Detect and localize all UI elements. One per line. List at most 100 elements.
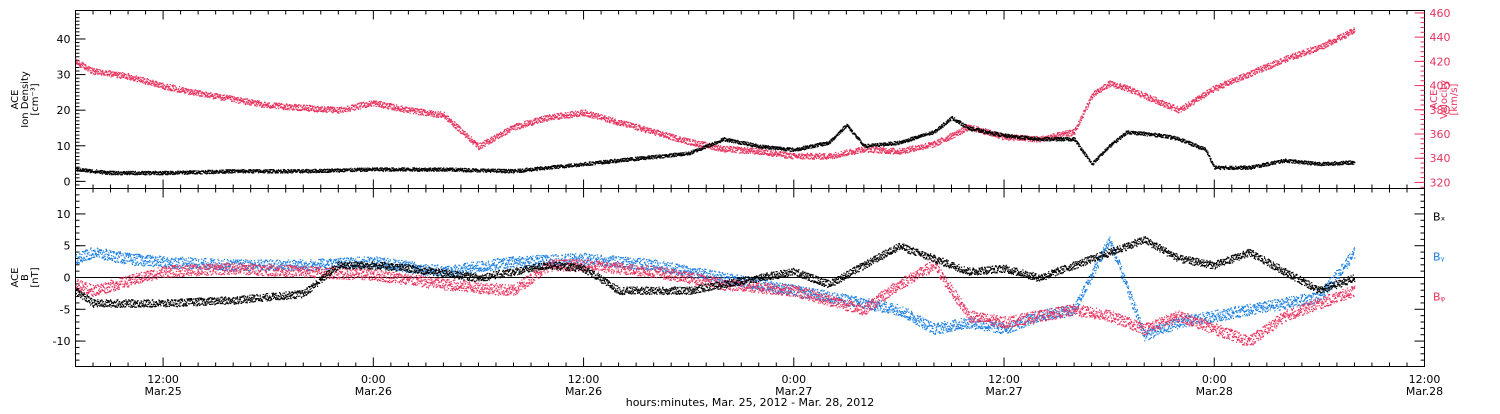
velocity-series-point: [518, 123, 519, 124]
velocity-series-point: [350, 110, 351, 111]
velocity-series-point: [585, 110, 586, 111]
velocity-series-point: [576, 113, 577, 114]
velocity-series-point: [190, 92, 191, 93]
velocity-series-point: [339, 109, 340, 110]
velocity-series-point: [346, 111, 347, 112]
velocity-series-point: [547, 121, 548, 122]
velocity-series-point: [670, 139, 671, 140]
velocity-series-point: [528, 122, 529, 123]
velocity-series-point: [773, 150, 774, 151]
velocity-series-point: [463, 134, 464, 135]
velocity-series-point: [676, 135, 677, 136]
velocity-series-point: [641, 131, 642, 132]
velocity-series-point: [384, 103, 385, 104]
velocity-series-point: [558, 114, 559, 115]
velocity-series-point: [628, 122, 629, 123]
velocity-series-point: [683, 137, 684, 138]
velocity-series-point: [110, 71, 111, 72]
velocity-series-point: [95, 73, 96, 74]
velocity-series-point: [448, 116, 449, 117]
velocity-series-point: [750, 153, 751, 154]
velocity-series-point: [591, 111, 592, 112]
velocity-series-point: [165, 89, 166, 90]
velocity-series-point: [643, 130, 644, 131]
velocity-series-point: [498, 138, 499, 139]
velocity-series-point: [264, 107, 265, 108]
velocity-series-point: [732, 152, 733, 153]
velocity-series-point: [554, 119, 555, 120]
velocity-series-point: [248, 103, 249, 104]
velocity-series-point: [594, 116, 595, 117]
velocity-series-point: [371, 105, 372, 106]
velocity-series-point: [463, 133, 464, 134]
velocity-series-point: [622, 121, 623, 122]
velocity-series-point: [572, 117, 573, 118]
velocity-series-point: [734, 152, 735, 153]
velocity-series-point: [672, 137, 673, 138]
velocity-series-point: [365, 102, 366, 103]
velocity-series-point: [625, 121, 626, 122]
velocity-series-point: [140, 77, 141, 78]
velocity-series-point: [567, 112, 568, 113]
velocity-series-point: [200, 91, 201, 92]
velocity-series-point: [81, 64, 82, 65]
velocity-series-point: [757, 153, 758, 154]
velocity-series-point: [427, 111, 428, 112]
velocity-series-point: [376, 101, 377, 102]
velocity-series-point: [187, 91, 188, 92]
velocity-series-point: [714, 148, 715, 149]
velocity-series-point: [627, 125, 628, 126]
velocity-series-point: [170, 84, 171, 85]
velocity-series-point: [584, 112, 585, 113]
velocity-series-point: [541, 122, 542, 123]
velocity-series-point: [314, 106, 315, 107]
velocity-series-point: [176, 87, 177, 88]
velocity-series-point: [698, 143, 699, 144]
velocity-series-point: [401, 105, 402, 106]
velocity-series-point: [678, 141, 679, 142]
velocity-series-point: [582, 110, 583, 111]
velocity-series-point: [382, 106, 383, 107]
velocity-series-point: [354, 106, 355, 107]
velocity-series-point: [225, 99, 226, 100]
velocity-series-point: [465, 131, 466, 132]
velocity-series-point: [155, 81, 156, 82]
velocity-series-point: [685, 138, 686, 139]
velocity-series-point: [224, 94, 225, 95]
velocity-series-point: [570, 117, 571, 118]
velocity-series-point: [337, 110, 338, 111]
velocity-series-point: [189, 94, 190, 95]
velocity-series-point: [521, 123, 522, 124]
velocity-series-point: [260, 104, 261, 105]
velocity-series-point: [548, 120, 549, 121]
velocity-series-point: [192, 93, 193, 94]
velocity-series-point: [193, 95, 194, 96]
velocity-series-point: [383, 104, 384, 105]
velocity-series-point: [644, 128, 645, 129]
velocity-series-point: [302, 107, 303, 108]
velocity-series-point: [469, 138, 470, 139]
velocity-series-point: [381, 101, 382, 102]
velocity-series-point: [480, 143, 481, 144]
velocity-series-point: [191, 89, 192, 90]
velocity-series-point: [185, 92, 186, 93]
velocity-series-point: [758, 150, 759, 151]
velocity-series-point: [720, 145, 721, 146]
velocity-series-point: [133, 78, 134, 79]
velocity-series-point: [85, 67, 86, 68]
velocity-series-point: [495, 139, 496, 140]
velocity-series-point: [442, 113, 443, 114]
velocity-series-point: [278, 108, 279, 109]
velocity-series-point: [119, 74, 120, 75]
velocity-series-point: [634, 125, 635, 126]
velocity-series-point: [82, 65, 83, 66]
velocity-series-point: [602, 115, 603, 116]
velocity-series-point: [689, 140, 690, 141]
velocity-series-point: [341, 107, 342, 108]
velocity-series-point: [244, 101, 245, 102]
velocity-series-point: [301, 105, 302, 106]
velocity-series-point: [144, 78, 145, 79]
velocity-series-point: [735, 147, 736, 148]
velocity-series-point: [725, 150, 726, 151]
velocity-series-point: [489, 140, 490, 141]
